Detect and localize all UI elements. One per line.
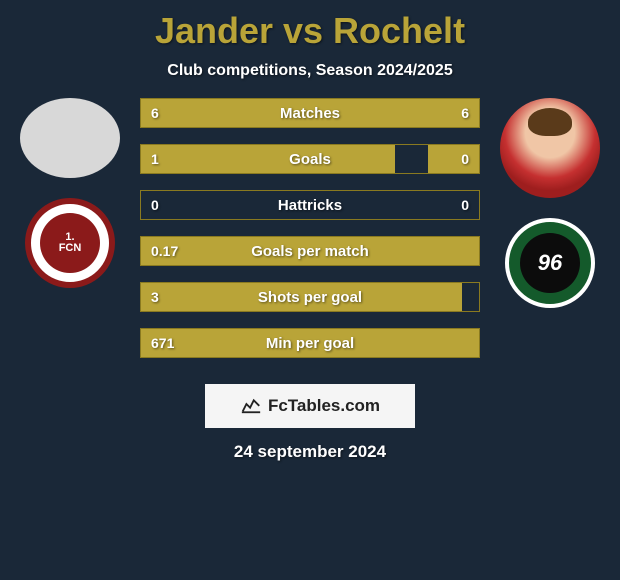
- chart-icon: [240, 393, 262, 420]
- club-badge-left: 1. FCN: [25, 198, 115, 288]
- stat-row: 3Shots per goal: [140, 282, 480, 312]
- stat-label: Matches: [141, 105, 479, 122]
- stat-label: Goals: [141, 151, 479, 168]
- page-title: Jander vs Rochelt: [0, 0, 620, 52]
- main-content: 1. FCN 6Matches61Goals00Hattricks00.17Go…: [0, 98, 620, 374]
- stat-label: Goals per match: [141, 243, 479, 260]
- page-subtitle: Club competitions, Season 2024/2025: [0, 62, 620, 80]
- stat-label: Hattricks: [141, 197, 479, 214]
- fctables-watermark: FcTables.com: [205, 384, 415, 428]
- stat-row: 0.17Goals per match: [140, 236, 480, 266]
- fctables-label: FcTables.com: [268, 396, 380, 416]
- stat-label: Min per goal: [141, 335, 479, 352]
- player-avatar-left: [20, 98, 120, 178]
- right-column: 96: [490, 98, 610, 308]
- club-badge-left-inner: 1. FCN: [40, 213, 100, 273]
- stat-value-right: 0: [461, 197, 469, 213]
- club-badge-right: 96: [505, 218, 595, 308]
- stats-column: 6Matches61Goals00Hattricks00.17Goals per…: [130, 98, 490, 374]
- stat-row: 6Matches6: [140, 98, 480, 128]
- stat-row: 0Hattricks0: [140, 190, 480, 220]
- stat-value-right: 6: [461, 105, 469, 121]
- date-text: 24 september 2024: [0, 442, 620, 462]
- stat-label: Shots per goal: [141, 289, 479, 306]
- club-badge-left-text2: FCN: [59, 243, 82, 254]
- stat-row: 1Goals0: [140, 144, 480, 174]
- stat-value-right: 0: [461, 151, 469, 167]
- player-avatar-right: [500, 98, 600, 198]
- left-column: 1. FCN: [10, 98, 130, 288]
- club-badge-right-text: 96: [520, 233, 580, 293]
- stat-row: 671Min per goal: [140, 328, 480, 358]
